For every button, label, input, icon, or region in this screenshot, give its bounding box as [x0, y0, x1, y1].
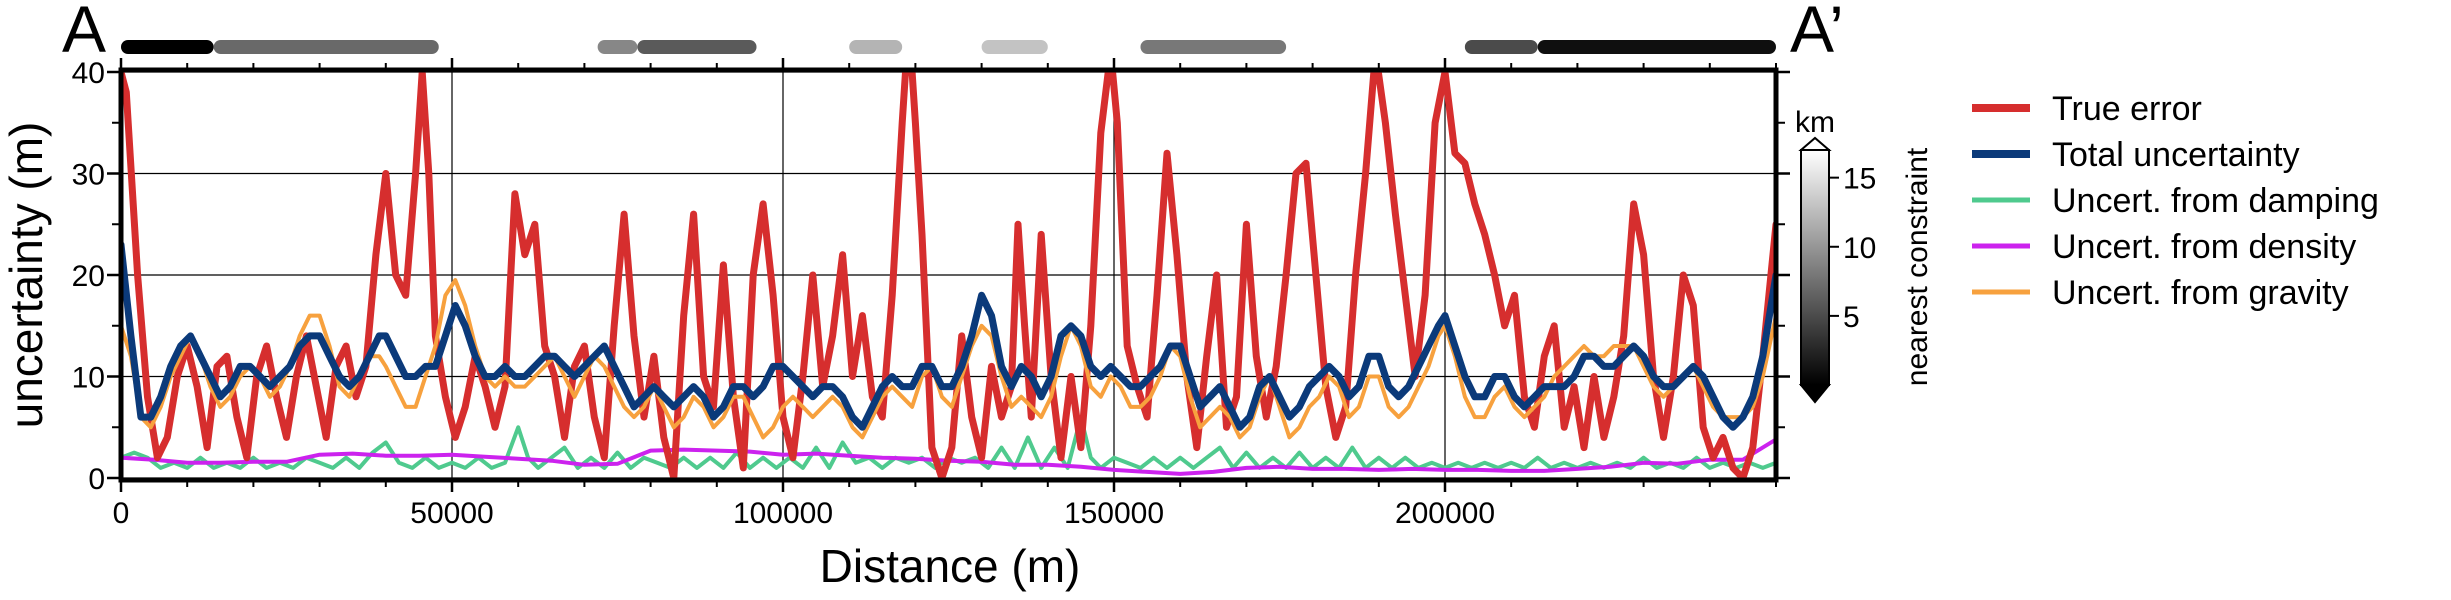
constraint-bar-segment [1537, 40, 1776, 54]
colorbar-gradient [1800, 149, 1830, 386]
constraint-bar-segment [597, 40, 638, 54]
constraint-bar-segment [637, 40, 757, 54]
series-line-total-uncertainty [121, 241, 1776, 431]
series-line-uncert-from-gravity [121, 278, 1776, 440]
y-axis-label: uncertainty (m) [0, 122, 52, 429]
legend-entry-label: Total uncertainty [2052, 136, 2300, 174]
colorbar-bottom-triangle [1798, 384, 1832, 404]
constraint-bar-segment [1140, 40, 1287, 54]
colorbar-tick-label: 10 [1843, 232, 1876, 265]
colorbar: km 5 10 15 nearest constraint [1795, 106, 1934, 404]
x-tick-label: 50000 [410, 497, 493, 530]
legend: True error Total uncertainty Uncert. from … [1972, 90, 2379, 312]
x-axis-label: Distance (m) [820, 540, 1081, 592]
x-tick-label: 150000 [1064, 497, 1164, 530]
colorbar-unit: km [1795, 106, 1835, 139]
legend-entry-label: Uncert. from density [2052, 228, 2356, 266]
legend-entry-label: Uncert. from damping [2052, 182, 2379, 220]
colorbar-top-triangle [1798, 136, 1832, 151]
x-tick-label: 100000 [733, 497, 833, 530]
legend-entry-label: Uncert. from gravity [2052, 274, 2349, 312]
y-tick-label: 0 [88, 463, 105, 496]
section-end-label: A’ [1790, 0, 1844, 66]
x-tick-label: 200000 [1395, 497, 1495, 530]
series-line-true-error [121, 72, 1776, 478]
y-tick-label: 40 [72, 57, 105, 90]
legend-entry-label: True error [2052, 90, 2202, 128]
series-layer [121, 72, 1776, 478]
y-tick-label: 10 [72, 362, 105, 395]
x-tick-label: 0 [113, 497, 130, 530]
constraint-bar-segment [849, 40, 903, 54]
y-tick-label: 20 [72, 260, 105, 293]
constraint-bar-segment [121, 40, 214, 54]
colorbar-tick-label: 5 [1843, 301, 1860, 334]
colorbar-ticks: 5 10 15 [1829, 163, 1876, 334]
constraint-bar-segment [1464, 40, 1538, 54]
axes: 0 50000 100000 150000 200000 0 10 20 30 40 [72, 57, 1790, 530]
section-start-label: A [62, 0, 106, 66]
nearest-constraint-bar [121, 40, 1776, 54]
colorbar-label: nearest constraint [1901, 147, 1934, 386]
constraint-bar-segment [981, 40, 1048, 54]
constraint-bar-segment [213, 40, 439, 54]
colorbar-tick-label: 15 [1843, 163, 1876, 196]
plot-frame [118, 67, 1779, 483]
y-tick-label: 30 [72, 159, 105, 192]
